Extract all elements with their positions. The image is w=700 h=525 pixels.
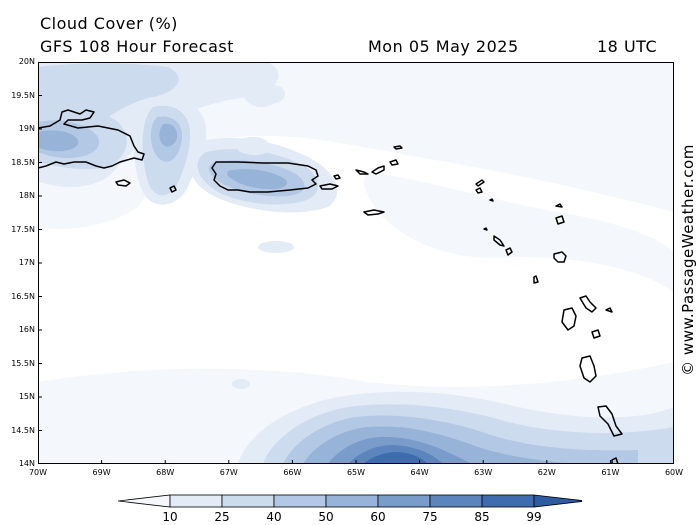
guadeloupe-coast <box>553 251 567 263</box>
barbuda-island <box>555 203 563 208</box>
longitude-label: 61W <box>601 468 620 477</box>
marie-galante-island <box>605 307 613 313</box>
mona-island <box>169 185 177 193</box>
scale-label: 25 <box>214 510 230 524</box>
st-barts-island <box>489 198 494 202</box>
martinique-coast <box>579 355 597 383</box>
latitude-label: 17N <box>18 258 35 267</box>
st-croix-island <box>363 209 385 216</box>
latitude-label: 20N <box>18 57 35 66</box>
tortola-island <box>389 159 399 166</box>
latitude-label: 18.5N <box>11 157 35 167</box>
st-kitts-island <box>493 235 505 247</box>
scale-label: 50 <box>318 510 334 524</box>
saona-island <box>115 179 131 187</box>
st-martin-island <box>475 187 483 194</box>
vieques-island <box>319 183 339 190</box>
scale-label: 85 <box>474 510 490 524</box>
longitude-label: 70W <box>28 468 48 477</box>
scale-cell <box>325 494 379 508</box>
scale-label: 99 <box>526 510 542 524</box>
credit-text: © www.PassageWeather.com <box>679 144 697 376</box>
longitude-label: 68W <box>156 468 175 477</box>
cloud-fields <box>38 62 674 464</box>
longitude-label: 60W <box>664 468 684 477</box>
longitude-label: 67W <box>219 468 238 477</box>
longitude-label: 69W <box>92 468 111 477</box>
longitude-label: 65W <box>346 468 366 477</box>
scale-label: 40 <box>266 510 282 524</box>
scale-label: 75 <box>422 510 438 524</box>
forecast-time: 18 UTC <box>597 37 658 56</box>
latitude-label: 15N <box>18 392 35 401</box>
cloud-cover-map <box>38 62 674 464</box>
scale-cell <box>118 494 171 508</box>
forecast-date: Mon 05 May 2025 <box>368 37 519 56</box>
coastlines <box>38 109 623 464</box>
forecast-subtitle: GFS 108 Hour Forecast <box>40 37 235 56</box>
anguilla-island <box>475 179 485 187</box>
scale-cell <box>533 494 582 508</box>
culebra-island <box>333 174 341 180</box>
st-lucia-island <box>597 405 623 437</box>
hispaniola-coast <box>38 109 145 169</box>
montserrat-island <box>533 275 539 284</box>
scale-cell <box>273 494 327 508</box>
longitude-label: 66W <box>283 468 302 477</box>
antigua-island <box>555 215 565 225</box>
st-vincent-island <box>611 457 619 464</box>
latitude-label: 16.5N <box>11 291 35 301</box>
longitude-label: 62W <box>537 468 556 477</box>
latitude-label: 18N <box>18 191 35 200</box>
latitude-label: 19N <box>18 124 35 133</box>
nevis-island <box>505 247 513 256</box>
scale-label: 10 <box>162 510 178 524</box>
anegada-island <box>393 145 403 150</box>
scale-cell <box>377 494 431 508</box>
guadeloupe-basse-terre <box>561 307 577 331</box>
latitude-label: 14N <box>18 459 35 468</box>
scale-cell <box>169 494 223 508</box>
longitude-label: 64W <box>410 468 429 477</box>
saba-island <box>483 227 488 231</box>
axis-ticks <box>38 62 674 464</box>
scale-cell <box>429 494 483 508</box>
st-thomas-island <box>355 169 369 175</box>
latitude-label: 15.5N <box>11 358 35 368</box>
latitude-label: 14.5N <box>11 425 35 435</box>
color-scale-bar <box>118 494 582 508</box>
longitude-label: 63W <box>474 468 493 477</box>
scale-cell <box>481 494 535 508</box>
st-john-island <box>371 165 385 175</box>
guadeloupe-grande-terre <box>579 295 597 313</box>
scale-cell <box>221 494 275 508</box>
latitude-label: 16N <box>18 325 35 334</box>
dominica-island <box>591 329 601 339</box>
latitude-label: 17.5N <box>11 224 35 234</box>
latitude-label: 19.5N <box>11 90 35 100</box>
scale-label: 60 <box>370 510 386 524</box>
map-title: Cloud Cover (%) <box>40 14 178 33</box>
puerto-rico-coast <box>211 161 319 193</box>
